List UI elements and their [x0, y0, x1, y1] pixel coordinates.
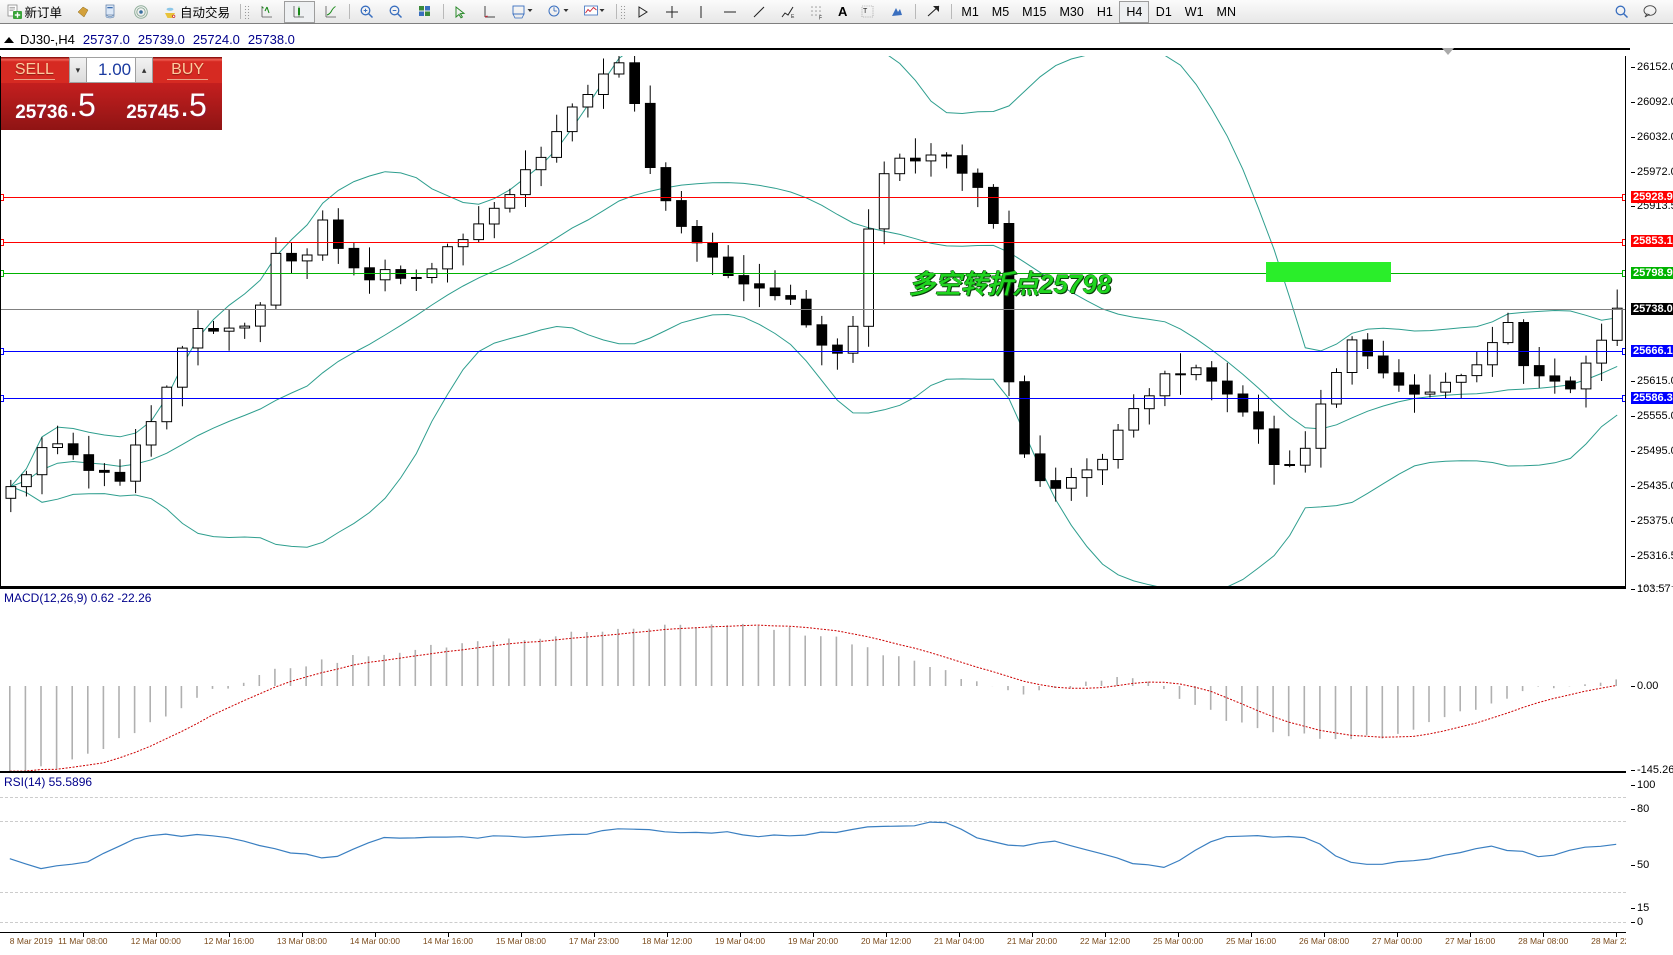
svg-text:E: E — [791, 14, 795, 20]
svg-text:T: T — [863, 8, 868, 15]
svg-text:F: F — [819, 15, 822, 20]
